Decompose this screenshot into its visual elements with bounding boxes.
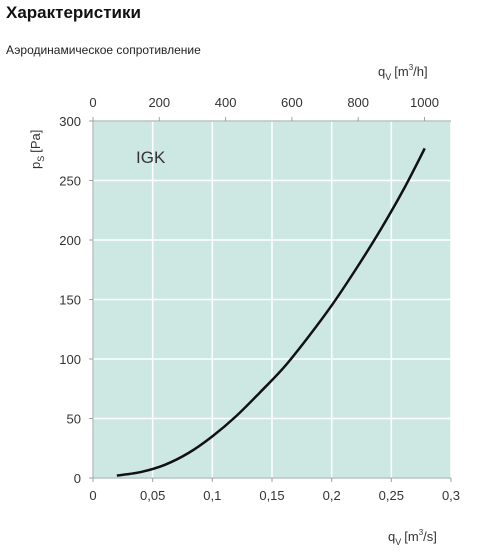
y-tick-label: 300 — [59, 114, 81, 129]
tick-labels: 0 0,05 0,1 0,15 0,2 0,25 0,3 0 200 400 600 800 1000 0… — [59, 95, 460, 503]
y-tick-label: 150 — [59, 293, 81, 308]
y-axis-label-unit: [Pa] — [28, 130, 43, 153]
x-top-tick-label: 600 — [281, 95, 303, 110]
x-top-tick-label: 0 — [89, 95, 96, 110]
y-tick-label: 100 — [59, 352, 81, 367]
y-tick-label: 0 — [74, 471, 81, 486]
y-tick-label: 50 — [67, 412, 81, 427]
x-bottom-tick-label: 0 — [89, 488, 96, 503]
top-axis-label-main: q — [378, 64, 385, 79]
x-bottom-tick-label: 0,2 — [323, 488, 341, 503]
top-axis-label-unit: [m — [394, 64, 408, 79]
x-bottom-tick-label: 0,15 — [259, 488, 284, 503]
x-top-tick-label: 800 — [347, 95, 369, 110]
top-axis-label-sub: V — [385, 72, 391, 82]
bottom-axis-label: qV [m3/s] — [388, 528, 437, 547]
y-tick-label: 200 — [59, 233, 81, 248]
x-top-tick-label: 400 — [215, 95, 237, 110]
bottom-axis-label-main: q — [388, 529, 395, 544]
y-axis-label-sub: S — [36, 156, 46, 162]
top-axis-label-sup: 3 — [409, 63, 414, 72]
top-axis-label: qV [m3/h] — [378, 63, 428, 82]
x-bottom-tick-label: 0,1 — [203, 488, 221, 503]
curve-annotation: IGK — [136, 148, 166, 167]
x-top-tick-label: 200 — [148, 95, 170, 110]
x-top-tick-label: 1000 — [410, 95, 439, 110]
x-bottom-tick-label: 0,25 — [379, 488, 404, 503]
chart-subtitle: Аэродинамическое сопротивление — [6, 43, 201, 57]
x-bottom-tick-label: 0,3 — [442, 488, 460, 503]
y-axis-label-main: p — [28, 162, 43, 169]
bottom-axis-label-close: /s] — [423, 529, 437, 544]
y-tick-label: 250 — [59, 174, 81, 189]
page-title: Характеристики — [6, 3, 141, 22]
top-axis-label-close: /h] — [413, 64, 427, 79]
bottom-axis-label-unit: [m — [404, 529, 418, 544]
bottom-axis-label-sup: 3 — [419, 528, 424, 537]
y-axis-label: pS [Pa] — [28, 130, 46, 169]
x-bottom-tick-label: 0,05 — [140, 488, 165, 503]
bottom-axis-label-sub: V — [395, 537, 401, 547]
series-line — [116, 147, 426, 477]
axes — [89, 117, 452, 482]
